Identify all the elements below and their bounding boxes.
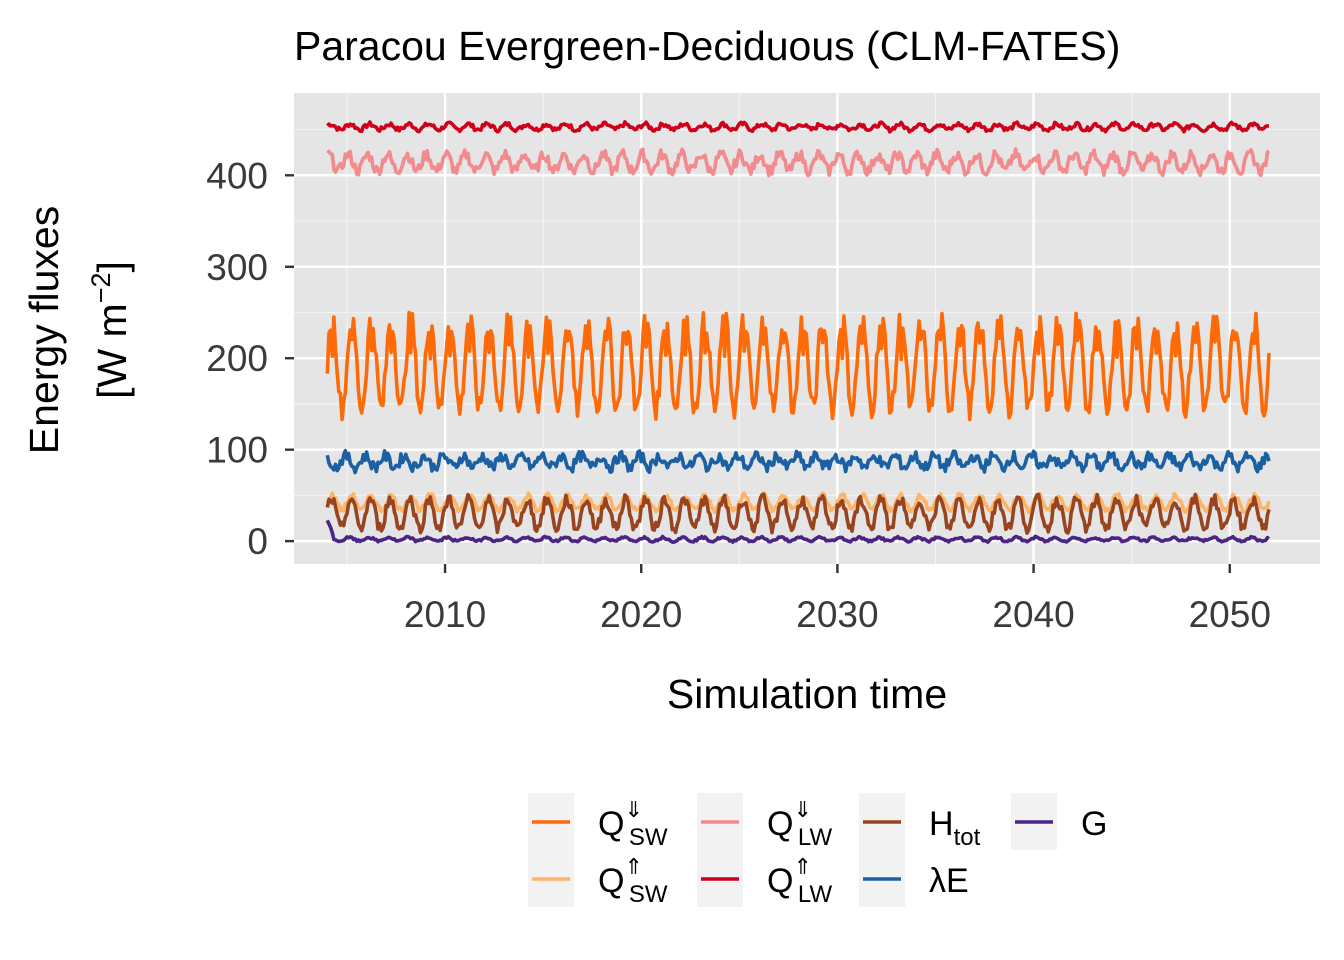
- legend-label-main: H: [929, 805, 954, 843]
- grid-lines: [294, 93, 1320, 564]
- legend-label-main: G: [1081, 805, 1107, 843]
- legend-label-sup: ⇓: [793, 797, 811, 822]
- x-axis-title: Simulation time: [667, 671, 947, 717]
- y-tick-label: 200: [206, 338, 268, 379]
- series-line-lw_up: [326, 120, 1270, 134]
- legend-label-sup: ⇓: [624, 797, 642, 822]
- y-axis-title-line2: [W m−2]: [86, 261, 135, 399]
- legend-label-latent: λE: [929, 862, 969, 900]
- axes: 2010 2020 2030 2040 2050 0 100 200 300 400: [206, 155, 1271, 635]
- legend-label-sub: tot: [954, 824, 981, 851]
- x-tick-label: 2050: [1189, 594, 1271, 635]
- y-axis-unit-exponent: −2: [86, 272, 116, 303]
- series-line-h_tot: [325, 492, 1271, 535]
- legend-label-main: Q: [598, 805, 624, 843]
- x-tick-label: 2010: [404, 594, 486, 635]
- legend-label-sub: SW: [629, 881, 668, 908]
- chart-title: Paracou Evergreen-Deciduous (CLM-FATES): [294, 23, 1120, 69]
- x-tick-label: 2020: [600, 594, 682, 635]
- legend-label-sub: LW: [798, 881, 833, 908]
- y-axis-title: Energy fluxes [W m−2]: [21, 206, 135, 454]
- legend-label-sw_down: Q⇓ SW: [598, 797, 668, 851]
- legend-label-sup: ⇑: [793, 854, 811, 879]
- legend-label-sub: LW: [798, 824, 833, 851]
- legend-label-main: Q: [767, 805, 793, 843]
- x-tick-label: 2040: [992, 594, 1074, 635]
- y-tick-label: 300: [206, 247, 268, 288]
- y-axis-unit-close: ]: [89, 261, 135, 272]
- series-line-ground: [325, 519, 1270, 544]
- y-tick-label: 100: [206, 430, 268, 471]
- legend-label-ground: G: [1081, 805, 1107, 843]
- legend-label-h_tot: Htot: [929, 805, 981, 851]
- series-lines: [325, 120, 1271, 544]
- series-line-latent: [325, 448, 1271, 475]
- legend-label-main: Q: [767, 862, 793, 900]
- legend-label-sw_up: Q⇑ SW: [598, 854, 668, 908]
- legend-label-main: Q: [598, 862, 624, 900]
- y-axis-title-line1: Energy fluxes: [21, 206, 67, 454]
- legend-label-main: λE: [929, 862, 969, 900]
- legend-label-lw_down: Q⇓ LW: [767, 797, 832, 851]
- x-tick-label: 2030: [796, 594, 878, 635]
- legend-label-lw_up: Q⇑ LW: [767, 854, 832, 908]
- series-line-sw_down: [325, 310, 1271, 422]
- series-line-lw_down: [326, 147, 1271, 178]
- legend-label-sup: ⇑: [624, 854, 642, 879]
- legend-label-sub: SW: [629, 824, 668, 851]
- y-tick-label: 0: [247, 521, 268, 562]
- y-axis-unit: [W m: [89, 303, 135, 399]
- y-tick-label: 400: [206, 155, 268, 196]
